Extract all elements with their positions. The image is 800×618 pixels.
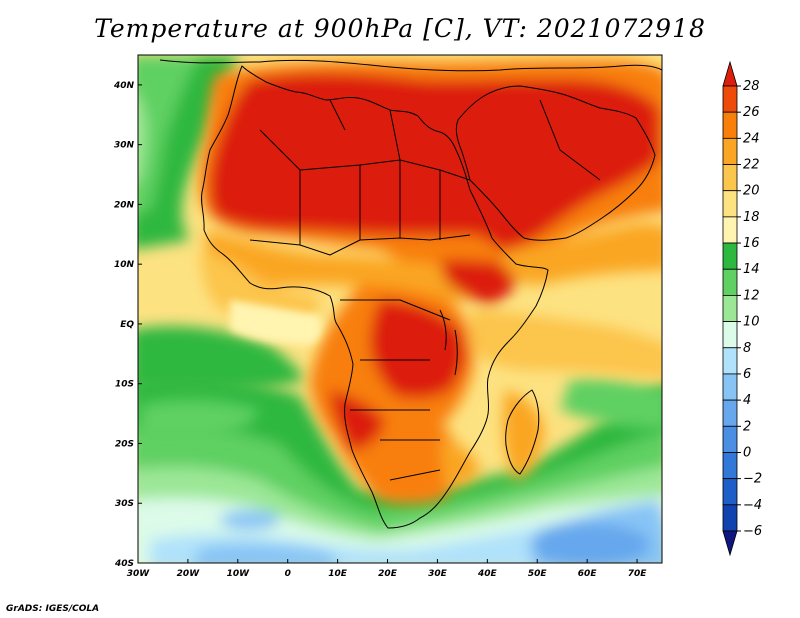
colorbar-swatch [722, 268, 738, 296]
lat-tick-label: 20S [115, 439, 134, 449]
colorbar-label: 14 [743, 262, 760, 277]
colorbar-label: 16 [743, 236, 760, 251]
lon-tick-label: 30E [428, 569, 448, 579]
colorbar-label: 20 [743, 184, 760, 199]
colorbar-swatch [722, 164, 738, 192]
colorbar-swatch [722, 530, 738, 557]
colorbar-swatch [722, 504, 738, 532]
lon-tick-label: 70E [628, 569, 648, 579]
colorbar-label: 28 [743, 79, 760, 94]
colorbar-swatch [722, 295, 738, 322]
colorbar-label: 0 [743, 445, 751, 460]
colorbar-label: 6 [743, 367, 751, 382]
colorbar-label: 24 [743, 131, 760, 146]
lat-tick-label: 30N [114, 141, 135, 151]
lon-tick-label: 40E [477, 569, 498, 579]
lat-tick-label: EQ [120, 320, 134, 330]
colorbar-label: 2 [743, 419, 751, 434]
colorbar-swatch [722, 399, 738, 427]
lon-tick-label: 20E [378, 569, 398, 579]
grads-credit: GrADS: IGES/COLA [6, 604, 100, 614]
colorbar-swatch [722, 111, 738, 139]
colorbar-label: 12 [743, 288, 760, 303]
southern-ocean-field [138, 375, 662, 563]
colorbar-swatch [722, 373, 738, 401]
colorbar-swatch [722, 452, 738, 480]
gulf-field [230, 300, 322, 345]
colorbar-swatch [722, 321, 738, 349]
map-frame [137, 54, 663, 564]
colorbar-swatch [722, 60, 738, 87]
colorbar-label: 26 [743, 105, 760, 120]
lon-tick-label: 30W [127, 569, 151, 579]
lon-tick-label: 20W [177, 569, 201, 579]
colorbar-swatch [722, 347, 738, 375]
colorbar-swatch [722, 242, 738, 270]
lon-tick-label: 50E [528, 569, 548, 579]
colorbar-label: 18 [743, 210, 760, 225]
lat-tick-label: 10N [114, 260, 135, 270]
colorbar-label: 22 [743, 158, 760, 173]
colorbar-swatch [722, 85, 738, 113]
colorbar-label: −6 [743, 524, 762, 539]
lon-tick-label: 60E [578, 569, 598, 579]
colorbar-label: 4 [743, 393, 751, 408]
longitude-axis: 30W 20W 10W 0 10E 20E 30E 40E 50E 60E 70E [127, 559, 647, 579]
atlantic-field [138, 55, 662, 440]
lat-tick-label: 20N [114, 200, 135, 210]
lat-tick-label: 30S [115, 499, 134, 509]
colorbar-swatch [722, 216, 738, 244]
lon-tick-label: 10E [328, 569, 348, 579]
lat-tick-label: 10S [115, 380, 134, 390]
lat-tick-label: 40S [114, 559, 134, 569]
colorbar-label: −4 [743, 498, 762, 513]
lat-tick-label: 40N [113, 81, 135, 91]
colorbar-swatch [722, 478, 738, 506]
colorbar-label: 8 [743, 341, 751, 356]
latitude-axis: 40N 30N 20N 10N EQ 10S 20S 30S 40S [113, 81, 142, 569]
map-field [138, 55, 662, 563]
chart-title: Temperature at 900hPa [C], VT: 202107291… [94, 14, 706, 43]
colorbar-label: −2 [743, 472, 762, 487]
colorbar-swatch [722, 425, 738, 453]
lon-tick-label: 0 [285, 569, 291, 579]
colorbar-swatch [722, 190, 738, 218]
colorbar-label: 10 [743, 315, 760, 330]
colorbar-swatch [722, 137, 738, 165]
coastlines [159, 59, 662, 529]
lon-tick-label: 10W [227, 569, 251, 579]
